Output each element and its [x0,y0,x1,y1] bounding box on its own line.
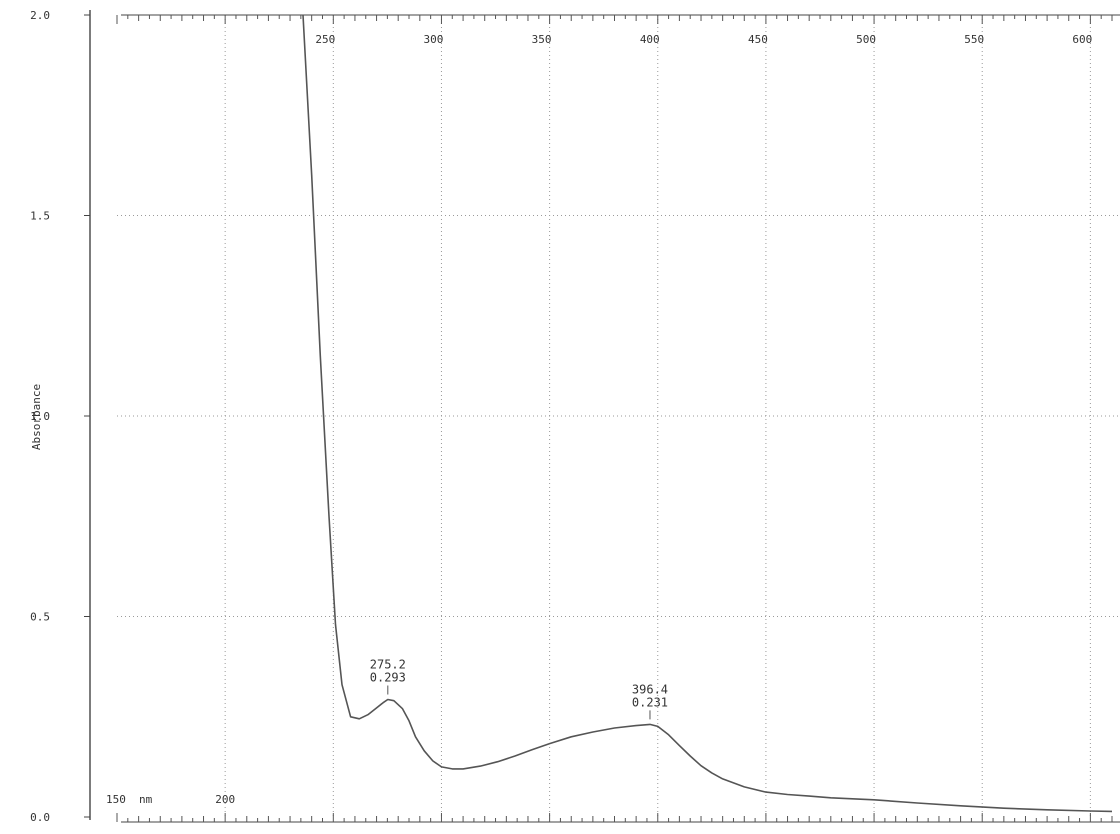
x-tick-label-350: 350 [532,33,552,46]
y-tick-label-0.0: 0.0 [30,811,50,824]
x-tick-label-250: 250 [315,33,335,46]
peak-wavelength-label-0: 275.2 [370,658,406,672]
y-tick-label-2.0: 2.0 [30,9,50,22]
x-axis-unit-label: nm [139,793,153,806]
peak-absorbance-label-1: 0.231 [632,695,668,709]
x-tick-label-150: 150 [106,793,126,806]
x-tick-label-300: 300 [424,33,444,46]
x-tick-label-500: 500 [856,33,876,46]
x-tick-label-600: 600 [1072,33,1092,46]
x-tick-label-400: 400 [640,33,660,46]
x-tick-label-450: 450 [748,33,768,46]
x-tick-label-200: 200 [215,793,235,806]
x-tick-label-550: 550 [964,33,984,46]
y-axis-title: Absorbance [30,384,43,450]
peak-absorbance-label-0: 0.293 [370,671,406,685]
y-tick-label-0.5: 0.5 [30,611,50,624]
peak-wavelength-label-1: 396.4 [632,682,668,696]
y-tick-label-1.5: 1.5 [30,210,50,223]
